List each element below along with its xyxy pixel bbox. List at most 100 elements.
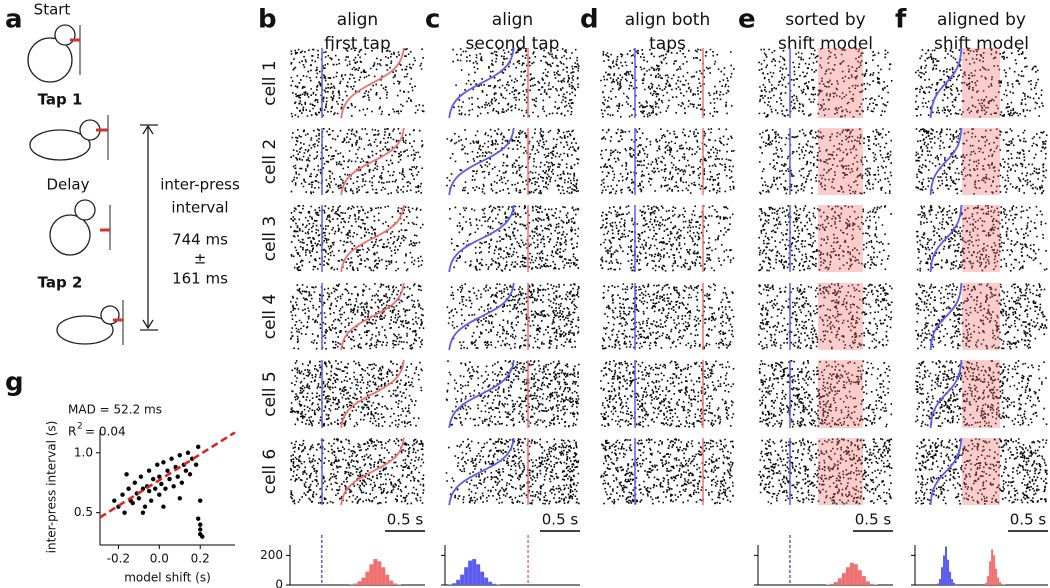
raster-dots xyxy=(915,48,1044,118)
tap-curve xyxy=(340,282,405,351)
panel-title: align xyxy=(337,10,378,30)
hist-bar xyxy=(492,583,497,585)
panel-title: aligned by xyxy=(937,10,1026,30)
raster-dots xyxy=(758,360,893,428)
hist-bar xyxy=(361,577,366,585)
point xyxy=(177,452,182,458)
hist-bar xyxy=(953,582,956,585)
y-tick-label: 1.0 xyxy=(74,445,93,459)
x-tick-label: 0.0 xyxy=(150,552,169,566)
point xyxy=(177,496,182,501)
point xyxy=(138,474,144,479)
point xyxy=(198,527,203,532)
tap-curve xyxy=(340,359,405,429)
point xyxy=(150,476,156,482)
hist-bar xyxy=(448,584,453,585)
tap-curve xyxy=(340,127,405,196)
interval-mean: 744 ms xyxy=(172,231,228,249)
hist-bar xyxy=(460,574,465,585)
tap-curve xyxy=(929,359,963,429)
shift-band xyxy=(962,205,1000,272)
raster-dots xyxy=(916,205,1048,272)
point xyxy=(124,472,129,477)
scale-bar-label: 0.5 s xyxy=(387,511,424,529)
panel-letter: c xyxy=(425,5,440,35)
panel-title: sorted by xyxy=(785,10,865,30)
hist-bar xyxy=(853,564,858,585)
raster-dots xyxy=(758,283,893,350)
hist-bar xyxy=(365,571,370,585)
point xyxy=(187,472,193,477)
hist-bar xyxy=(869,583,874,585)
raster-dots xyxy=(446,283,580,350)
shift-band xyxy=(818,283,863,350)
panel-letter: f xyxy=(895,5,907,35)
hist-tick-label: 200 xyxy=(260,548,283,562)
raster-dots xyxy=(290,205,424,272)
raster-dots xyxy=(600,128,735,195)
point xyxy=(183,468,189,473)
hist-bar xyxy=(397,584,402,585)
shift-band xyxy=(962,283,1000,350)
hist-bar xyxy=(389,580,394,585)
shift-band xyxy=(818,438,863,505)
x-axis-label: model shift (s) xyxy=(124,571,211,585)
mad-label: MAD = 52.2 ms xyxy=(68,403,162,417)
panel-letter: g xyxy=(5,368,24,398)
hist-bar xyxy=(989,561,992,585)
interval-label: interval xyxy=(171,199,228,217)
scale-bar-label: 0.5 s xyxy=(542,511,579,529)
hist-bar xyxy=(381,567,386,585)
point xyxy=(157,474,162,479)
cell-label: cell 6 xyxy=(260,449,280,494)
point xyxy=(169,456,174,461)
point xyxy=(193,462,199,467)
panel-title: first tap xyxy=(324,34,391,54)
point xyxy=(175,474,180,479)
x-tick-label: -0.2 xyxy=(107,552,130,566)
hist-bar xyxy=(955,584,958,585)
panel-title: taps xyxy=(649,34,686,54)
raster-dots xyxy=(758,205,892,272)
raster-dots xyxy=(759,128,893,195)
hist-bar xyxy=(484,577,489,585)
cell-label: cell 5 xyxy=(260,371,280,416)
hist-bar xyxy=(951,579,954,585)
raster-dots xyxy=(290,128,424,195)
point xyxy=(126,486,131,491)
hist-bar xyxy=(941,567,944,585)
hist-bar xyxy=(385,574,390,585)
r2-rest: = 0.04 xyxy=(85,425,126,439)
point xyxy=(136,496,142,501)
hist-bar xyxy=(937,583,940,585)
point xyxy=(112,498,117,503)
hist-bar xyxy=(456,579,461,585)
tap-curve xyxy=(929,437,963,506)
panel-title: align both xyxy=(625,10,710,30)
hist-bar xyxy=(841,573,846,585)
panel-letter: e xyxy=(738,5,756,35)
hist-bar xyxy=(377,561,382,585)
stage-label: Start xyxy=(34,1,71,19)
hist-bar xyxy=(947,559,950,585)
point xyxy=(153,486,158,491)
tap-curve xyxy=(448,359,515,429)
point xyxy=(171,484,176,489)
stage-label: Tap 2 xyxy=(38,274,83,292)
rat-drawings xyxy=(27,24,124,345)
interval-label: inter-press xyxy=(160,176,240,194)
hist-bar xyxy=(987,576,990,585)
cell-label: cell 2 xyxy=(260,139,280,184)
hist-bar xyxy=(857,570,862,585)
interval-sd: 161 ms xyxy=(172,270,228,288)
point xyxy=(140,510,146,515)
raster-dots xyxy=(915,128,1048,195)
raster-dots xyxy=(915,360,1048,428)
raster-dots xyxy=(445,438,580,505)
hist-bar xyxy=(949,571,952,585)
hist-bar xyxy=(991,549,994,585)
point xyxy=(163,486,168,491)
cell-label: cell 4 xyxy=(260,294,280,339)
hist-bar xyxy=(865,581,870,585)
